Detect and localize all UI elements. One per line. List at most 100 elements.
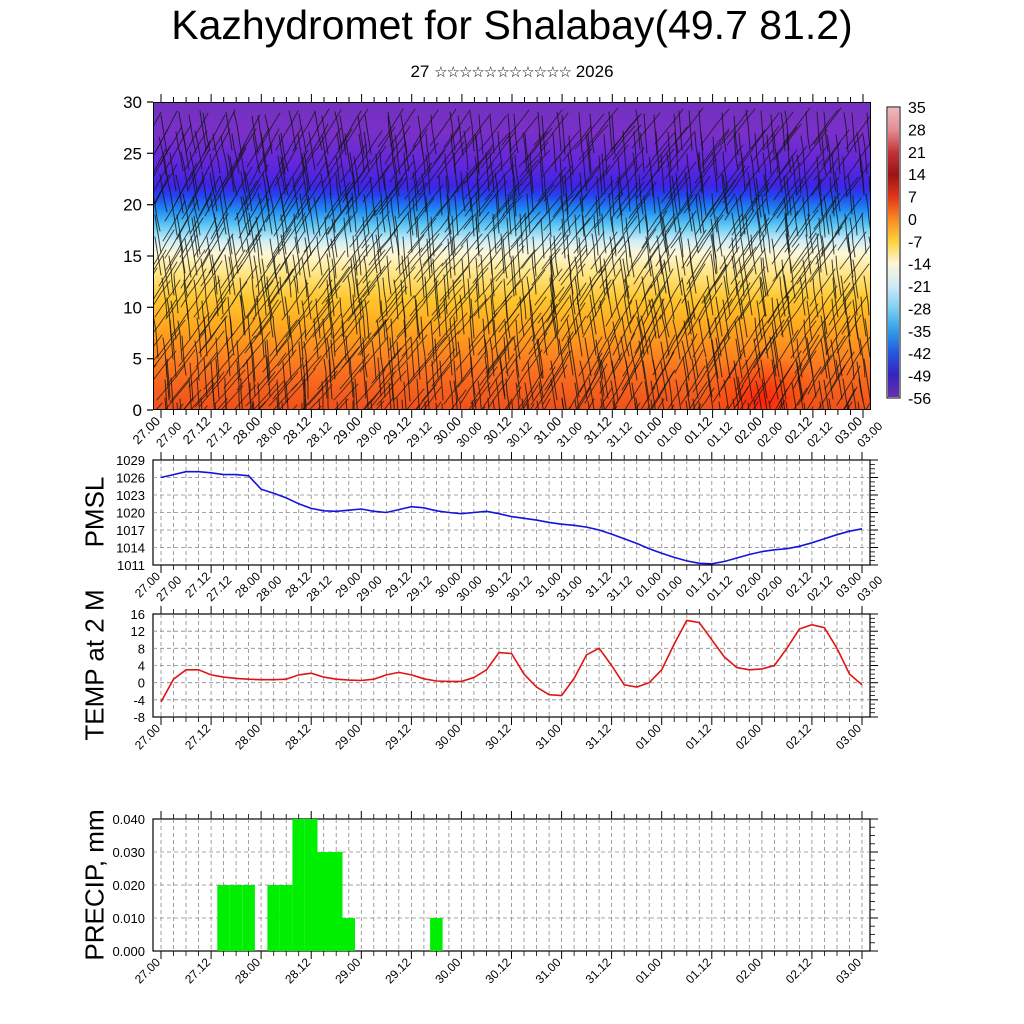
svg-text:03.00: 03.00 [832,414,866,448]
svg-text:03.00: 03.00 [833,721,864,752]
svg-text:-14: -14 [908,257,931,274]
svg-text:01.00: 01.00 [631,414,665,448]
svg-text:30.00: 30.00 [454,573,485,604]
svg-text:02.12: 02.12 [783,955,814,986]
svg-text:29.00: 29.00 [332,721,363,752]
svg-text:1020: 1020 [116,506,145,521]
svg-text:-56: -56 [908,391,931,408]
svg-text:0: 0 [908,212,917,229]
svg-text:10: 10 [123,298,142,317]
svg-text:29.12: 29.12 [382,721,413,752]
svg-text:27.12: 27.12 [203,419,234,450]
svg-text:02.12: 02.12 [781,414,815,448]
svg-text:27.12: 27.12 [180,414,214,448]
svg-text:02.12: 02.12 [783,721,814,752]
svg-text:28.00: 28.00 [232,721,263,752]
svg-text:29.00: 29.00 [330,414,364,448]
svg-text:31.00: 31.00 [533,569,564,600]
svg-text:27.00: 27.00 [132,569,163,600]
svg-text:-8: -8 [133,710,145,725]
svg-text:31.12: 31.12 [583,955,614,986]
svg-text:28.00: 28.00 [230,414,264,448]
svg-text:31.00: 31.00 [531,414,565,448]
svg-text:01.00: 01.00 [633,955,664,986]
svg-text:01.00: 01.00 [633,569,664,600]
svg-text:30.00: 30.00 [430,414,464,448]
svg-text:1026: 1026 [116,471,145,486]
svg-text:0.020: 0.020 [112,878,145,893]
svg-text:21: 21 [908,145,926,162]
svg-text:16: 16 [131,607,145,622]
svg-text:27.12: 27.12 [203,573,234,604]
svg-text:29.12: 29.12 [404,419,435,450]
svg-text:0: 0 [138,676,145,691]
svg-text:03.00: 03.00 [833,569,864,600]
svg-text:01.12: 01.12 [683,569,714,600]
svg-text:30.00: 30.00 [454,419,485,450]
svg-text:30.12: 30.12 [482,569,513,600]
svg-text:28.00: 28.00 [253,573,284,604]
svg-text:31.12: 31.12 [583,721,614,752]
svg-text:02.00: 02.00 [733,955,764,986]
svg-text:12: 12 [131,624,145,639]
svg-text:27.12: 27.12 [182,955,213,986]
svg-text:01.00: 01.00 [654,573,685,604]
svg-text:03.00: 03.00 [854,573,885,604]
svg-text:02.00: 02.00 [754,419,785,450]
svg-text:30.12: 30.12 [504,573,535,604]
svg-text:8: 8 [138,641,145,656]
svg-text:27.00: 27.00 [132,721,163,752]
svg-text:30.00: 30.00 [432,955,463,986]
svg-text:28.12: 28.12 [280,414,314,448]
svg-text:1014: 1014 [116,541,145,556]
svg-text:02.12: 02.12 [804,573,835,604]
svg-text:30: 30 [123,93,142,112]
svg-text:01.12: 01.12 [681,414,715,448]
svg-text:02.00: 02.00 [731,414,765,448]
svg-text:-42: -42 [908,346,931,363]
svg-text:-21: -21 [908,279,931,296]
svg-text:31.12: 31.12 [604,419,635,450]
svg-text:-7: -7 [908,234,922,251]
svg-text:31.00: 31.00 [554,573,585,604]
svg-text:27.12: 27.12 [182,721,213,752]
svg-text:28: 28 [908,122,926,139]
svg-text:30.12: 30.12 [482,955,513,986]
svg-text:28.12: 28.12 [282,569,313,600]
svg-text:02.00: 02.00 [754,573,785,604]
svg-text:27.00: 27.00 [130,414,164,448]
svg-text:31.00: 31.00 [533,955,564,986]
svg-text:29.12: 29.12 [404,573,435,604]
svg-text:30.12: 30.12 [504,419,535,450]
svg-text:01.12: 01.12 [683,721,714,752]
svg-text:28.12: 28.12 [303,573,334,604]
svg-text:20: 20 [123,196,142,215]
svg-text:5: 5 [133,350,142,369]
svg-text:29.12: 29.12 [380,414,414,448]
svg-text:31.12: 31.12 [604,573,635,604]
svg-text:27.00: 27.00 [153,573,184,604]
svg-text:30.00: 30.00 [432,721,463,752]
svg-text:0.040: 0.040 [112,812,145,827]
svg-text:-49: -49 [908,369,931,386]
svg-text:35: 35 [908,100,926,117]
svg-text:0.010: 0.010 [112,911,145,926]
svg-text:25: 25 [123,144,142,163]
svg-text:02.12: 02.12 [783,569,814,600]
svg-text:15: 15 [123,247,142,266]
svg-text:0: 0 [133,401,142,420]
svg-text:29.00: 29.00 [332,955,363,986]
svg-text:28.00: 28.00 [232,569,263,600]
svg-text:01.00: 01.00 [633,721,664,752]
svg-text:01.12: 01.12 [683,955,714,986]
svg-text:0.030: 0.030 [112,845,145,860]
svg-text:28.12: 28.12 [282,721,313,752]
svg-text:-4: -4 [133,693,145,708]
svg-text:27.00: 27.00 [132,955,163,986]
svg-text:31.00: 31.00 [554,419,585,450]
svg-text:0.000: 0.000 [112,944,145,959]
svg-text:03.00: 03.00 [854,419,885,450]
svg-text:02.12: 02.12 [804,419,835,450]
svg-text:1017: 1017 [116,523,145,538]
svg-text:30.12: 30.12 [482,721,513,752]
